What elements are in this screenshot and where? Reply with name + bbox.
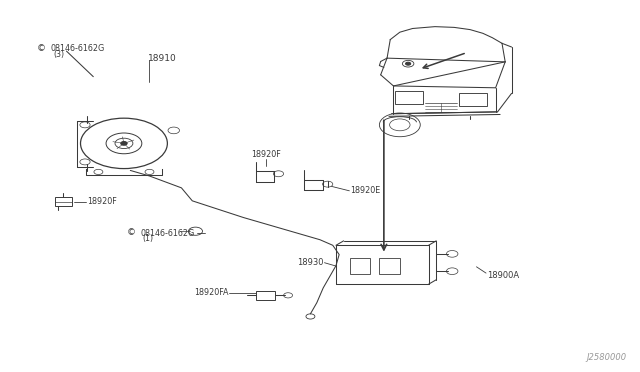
Text: ©: © [36,44,45,52]
FancyBboxPatch shape [459,93,486,106]
Text: (1): (1) [143,234,154,244]
FancyBboxPatch shape [256,291,275,300]
Circle shape [406,62,411,65]
Circle shape [121,141,127,145]
FancyBboxPatch shape [55,197,72,206]
Text: 18920FA: 18920FA [194,288,228,297]
Text: 18900A: 18900A [487,271,520,280]
Text: 18920F: 18920F [251,150,280,159]
FancyBboxPatch shape [380,258,400,274]
Text: 18920F: 18920F [87,197,116,206]
Text: (3): (3) [53,49,64,58]
FancyBboxPatch shape [395,92,423,104]
Text: J2580000: J2580000 [586,353,627,362]
Text: 18920E: 18920E [351,186,381,195]
Text: 08146-6162G: 08146-6162G [141,228,195,238]
Text: 08146-6162G: 08146-6162G [51,44,105,52]
FancyBboxPatch shape [350,258,371,274]
Text: 18910: 18910 [148,54,177,62]
Text: 18930: 18930 [298,258,324,267]
Text: ©: © [127,228,136,238]
